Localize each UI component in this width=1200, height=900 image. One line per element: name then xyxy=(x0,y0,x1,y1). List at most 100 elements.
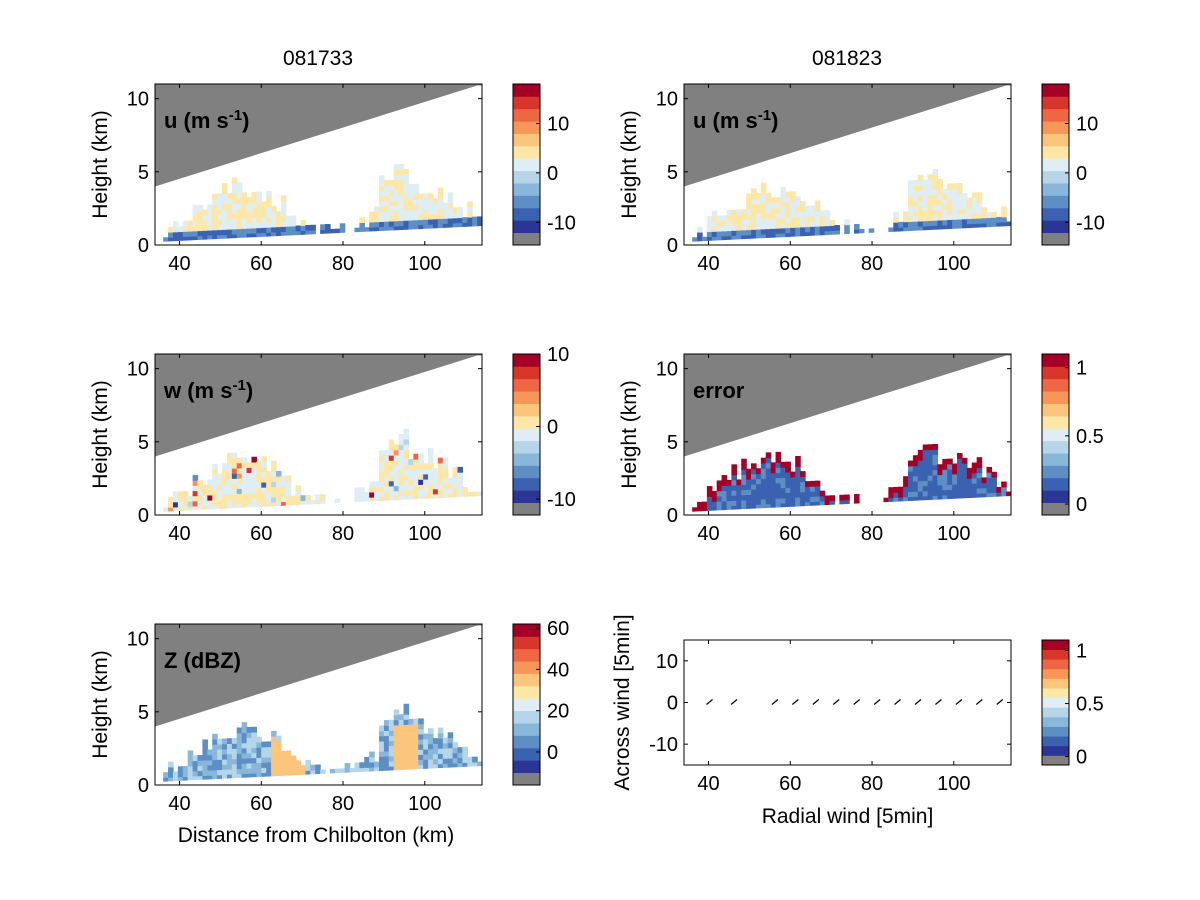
y-tick-label: 10 xyxy=(127,359,149,381)
x-tick-label: 60 xyxy=(779,253,801,275)
colorbar-tick-label: 0 xyxy=(1076,747,1087,769)
colorbar-segment xyxy=(513,183,540,196)
colorbar-tick-label: 10 xyxy=(547,344,569,366)
panel-title-superscript: -1 xyxy=(758,107,771,124)
y-tick-label: 10 xyxy=(127,629,149,651)
colorbar-tick-label: 10 xyxy=(547,114,569,136)
colorbar-tick-label: -10 xyxy=(547,489,576,511)
y-tick-label: 0 xyxy=(138,775,149,797)
wind-arrow xyxy=(935,699,942,705)
colorbar-segment xyxy=(1042,707,1069,718)
colorbar-segment xyxy=(513,145,540,159)
colorbar-tick-label: 0 xyxy=(547,742,558,764)
x-tick-label: 40 xyxy=(168,253,190,275)
colorbar-segment xyxy=(1042,659,1069,670)
colorbar-segment xyxy=(513,403,540,417)
wind-arrow xyxy=(853,699,861,705)
y-axis-label: Height (km) xyxy=(618,380,641,489)
colorbar-segment xyxy=(513,220,540,234)
plot-area xyxy=(684,354,1011,515)
beam-bottom-mask xyxy=(684,495,1011,515)
colorbar-segment xyxy=(513,636,540,650)
plot-area xyxy=(155,84,482,245)
colorbar-segment xyxy=(1042,170,1069,184)
y-tick-label: 10 xyxy=(656,359,678,381)
colorbar-tick-label: 1 xyxy=(1076,358,1087,380)
colorbar-segment xyxy=(1042,726,1069,737)
colorbar-segment xyxy=(513,158,540,172)
beam-bottom-mask xyxy=(155,495,482,515)
y-tick-label: 10 xyxy=(127,89,149,111)
axes-frame xyxy=(683,353,1012,516)
colorbar-segment xyxy=(1042,207,1069,221)
wind-arrow xyxy=(996,699,1004,705)
colorbar-tick-label: 20 xyxy=(547,701,569,723)
colorbar-segment xyxy=(1042,133,1069,147)
x-tick-label: 80 xyxy=(332,793,354,815)
x-tick-label: 40 xyxy=(697,773,719,795)
colorbar-tick-label: 0 xyxy=(1076,163,1087,185)
colorbar-segment xyxy=(513,428,540,442)
colorbar-segment xyxy=(513,121,540,134)
colorbar-frame xyxy=(512,353,541,516)
colorbar-segment xyxy=(1042,668,1069,679)
panel-title-close: ) xyxy=(246,378,253,403)
colorbar-segment xyxy=(513,673,540,687)
colorbar-segment xyxy=(513,366,540,380)
colorbar-segment xyxy=(1042,755,1069,766)
colorbar-segment xyxy=(513,415,540,429)
colorbar-segment xyxy=(513,232,540,246)
colorbar-frame xyxy=(512,83,541,246)
colorbar-segment xyxy=(513,502,540,516)
colorbar-segment xyxy=(1042,183,1069,196)
x-tick-label: 40 xyxy=(697,253,719,275)
colorbar-segment xyxy=(1042,716,1069,727)
colorbar-segment xyxy=(513,84,540,97)
colorbar: 10 0 -10 xyxy=(1041,83,1105,246)
x-tick-label: 100 xyxy=(408,253,441,275)
colorbar-segment xyxy=(513,195,540,209)
colorbar-segment xyxy=(1042,440,1069,454)
colorbar-segment xyxy=(513,772,540,786)
colorbar-segment xyxy=(513,490,540,504)
colorbar-segment xyxy=(1042,688,1069,699)
plot-area xyxy=(706,699,1004,705)
colorbar-segment xyxy=(1042,403,1069,417)
colorbar-segment xyxy=(1042,415,1069,429)
x-tick-label: 40 xyxy=(168,793,190,815)
colorbar-segment xyxy=(1042,745,1069,756)
x-tick-label: 100 xyxy=(408,523,441,545)
colorbar-segment xyxy=(513,170,540,184)
colorbar-frame xyxy=(1041,353,1070,516)
y-tick-label: 5 xyxy=(138,702,149,724)
y-tick-label: 10 xyxy=(656,89,678,111)
wind-arrow xyxy=(873,699,881,705)
y-tick-label: 5 xyxy=(667,432,678,454)
colorbar-segment xyxy=(1042,649,1069,660)
wind-arrow xyxy=(894,699,901,705)
data-field xyxy=(163,703,482,784)
colorbar-segment xyxy=(513,477,540,491)
x-tick-label: 80 xyxy=(861,523,883,545)
colorbar-tick-label: 0 xyxy=(547,417,558,439)
y-axis-label: Height (km) xyxy=(89,110,112,219)
colorbar-frame xyxy=(1041,83,1070,246)
panel-title-superscript: -1 xyxy=(229,107,242,124)
colorbar-segment xyxy=(1042,108,1069,122)
colorbar-tick-label: 60 xyxy=(547,618,569,640)
y-axis-label: Height (km) xyxy=(89,380,112,489)
colorbar-tick-label: 0 xyxy=(547,163,558,185)
y-tick-label: 5 xyxy=(667,162,678,184)
x-axis-label: Radial wind [5min] xyxy=(762,805,934,828)
panel-Z-081733: Z (dBZ) Height (km) 40 60 80 100 0 5 10 60 40 20 0 xyxy=(89,618,569,815)
colorbar-tick-label: -10 xyxy=(547,212,576,234)
colorbar-tick-label: 0.5 xyxy=(1076,426,1104,448)
y-tick-label: 0 xyxy=(667,693,678,715)
colorbar-segment xyxy=(1042,354,1069,367)
x-tick-label: 60 xyxy=(250,793,272,815)
y-tick-label: 10 xyxy=(656,651,678,673)
y-tick-label: 0 xyxy=(138,235,149,257)
panel-wind-vectors: Radial wind [5min] Across wind [5min] 40 60… xyxy=(611,614,1104,828)
